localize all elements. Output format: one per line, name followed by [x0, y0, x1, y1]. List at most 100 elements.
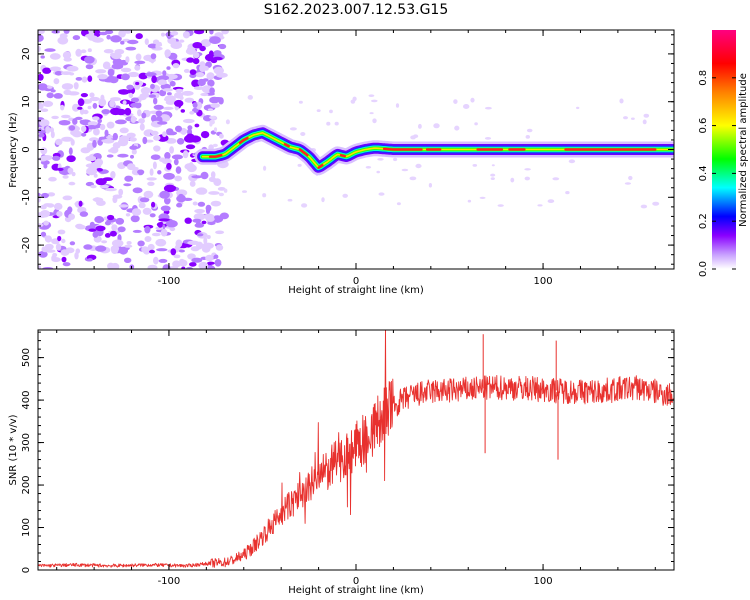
- noise-blob: [194, 30, 205, 35]
- noise-blob: [428, 183, 432, 188]
- noise-blob: [225, 119, 230, 125]
- noise-blob: [38, 45, 41, 53]
- noise-blob: [221, 30, 229, 35]
- noise-blob: [75, 223, 84, 229]
- noise-blob: [94, 158, 104, 167]
- noise-blob: [124, 257, 132, 263]
- noise-blob: [57, 36, 69, 45]
- noise-blob: [155, 238, 167, 247]
- noise-blob: [182, 150, 189, 159]
- ridge-peak-segment: [298, 148, 309, 157]
- y-tick-label: 400: [21, 391, 32, 410]
- x-tick-label: 0: [353, 576, 359, 587]
- snr-series-line: [38, 330, 674, 568]
- noise-blob: [209, 36, 221, 44]
- noise-blob: [173, 254, 181, 259]
- noise-blob: [342, 193, 349, 198]
- noise-blob: [44, 235, 53, 243]
- noise-blob: [192, 218, 202, 223]
- noise-blob: [38, 102, 44, 110]
- noise-blob: [108, 149, 113, 153]
- noise-blob: [490, 177, 495, 181]
- noise-blob: [58, 120, 71, 126]
- noise-blob: [166, 128, 174, 135]
- noise-blob: [166, 66, 171, 70]
- snr-panel: -100 0 100 0 100 200 300 400 500 Height of strai…: [8, 329, 675, 596]
- noise-blob: [57, 167, 64, 171]
- noise-blob: [200, 171, 209, 180]
- noise-blob: [125, 213, 131, 217]
- noise-blob: [85, 155, 97, 162]
- noise-blob: [167, 92, 172, 96]
- noise-blob: [321, 197, 325, 203]
- noise-blob: [43, 163, 48, 169]
- noise-blob: [160, 83, 171, 90]
- noise-blob: [39, 119, 50, 127]
- noise-blob: [51, 255, 57, 261]
- colorbar-tick-label: 0.8: [698, 70, 709, 86]
- noise-blob: [212, 56, 223, 61]
- noise-blob: [209, 96, 220, 104]
- noise-blob: [316, 109, 321, 112]
- noise-blob: [97, 118, 102, 124]
- noise-blob: [95, 245, 107, 252]
- noise-blob: [93, 128, 100, 136]
- noise-blob: [565, 191, 570, 195]
- noise-blob: [209, 122, 213, 127]
- noise-blob: [38, 30, 45, 35]
- noise-blob: [118, 188, 124, 196]
- noise-blob: [122, 100, 127, 105]
- noise-blob: [54, 71, 63, 76]
- noise-blob: [38, 192, 41, 197]
- noise-blob: [365, 166, 372, 169]
- noise-blob: [61, 238, 66, 244]
- noise-blob: [474, 122, 478, 126]
- noise-blob: [46, 203, 55, 208]
- noise-blob: [198, 261, 209, 269]
- noise-blob: [97, 74, 108, 80]
- noise-blob: [200, 92, 209, 97]
- noise-blob: [86, 167, 98, 176]
- noise-blob: [191, 257, 203, 263]
- noise-blob: [70, 130, 77, 136]
- noise-blob: [68, 125, 76, 131]
- noise-blob: [120, 62, 128, 66]
- ridge-peak-segment: [283, 143, 290, 148]
- noise-blob: [38, 223, 44, 228]
- noise-blob: [111, 239, 124, 247]
- noise-blob: [57, 235, 62, 242]
- noise-blob: [92, 102, 98, 109]
- noise-blob: [72, 35, 81, 41]
- noise-blob: [112, 132, 119, 141]
- noise-blob: [144, 38, 149, 45]
- noise-blob: [92, 37, 104, 43]
- noise-blob: [38, 197, 41, 203]
- noise-blob: [192, 52, 200, 59]
- noise-blob: [38, 133, 45, 138]
- noise-blob: [212, 143, 218, 148]
- noise-blob: [202, 40, 212, 46]
- noise-blob: [73, 82, 79, 90]
- snr-y-axis-label: SNR (10 * v/v): [8, 414, 19, 485]
- noise-blob: [90, 184, 97, 189]
- y-tick-label: -10: [21, 189, 32, 205]
- noise-blob: [185, 144, 196, 150]
- noise-blob: [94, 216, 104, 223]
- noise-blob: [107, 68, 115, 77]
- x-tick-label: -100: [158, 276, 181, 287]
- noise-blob: [45, 249, 56, 253]
- noise-blob: [147, 181, 155, 186]
- x-tick-label: 100: [534, 576, 553, 587]
- noise-blob: [184, 119, 194, 123]
- noise-blob: [183, 68, 190, 73]
- noise-blob: [95, 69, 107, 74]
- y-tick-label: 100: [21, 518, 32, 537]
- noise-blob: [67, 91, 80, 96]
- noise-blob: [199, 64, 207, 73]
- noise-blob: [51, 115, 59, 120]
- noise-blob: [62, 195, 73, 201]
- noise-blob: [223, 188, 228, 193]
- noise-blob: [453, 99, 458, 104]
- noise-blob: [329, 109, 333, 114]
- noise-blob: [128, 92, 134, 99]
